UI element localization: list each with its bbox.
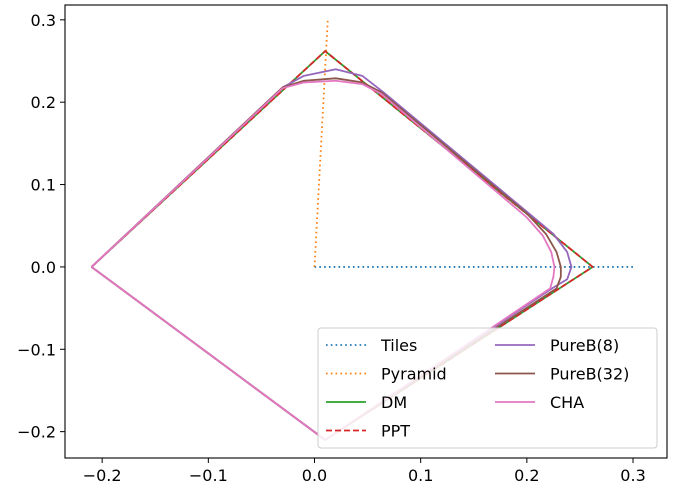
series-line-pureb8 [90, 68, 573, 441]
legend-label: DM [381, 393, 407, 412]
legend-label: Tiles [380, 336, 417, 355]
y-tick-label: −0.2 [17, 423, 56, 442]
x-tick-label: 0.3 [620, 466, 645, 485]
series-line-ppt [90, 50, 594, 441]
series-line-cha [90, 79, 556, 441]
legend-label: CHA [550, 393, 584, 412]
x-tick-label: −0.2 [83, 466, 122, 485]
series-line-pureb32 [90, 77, 562, 441]
y-tick-label: 0.3 [31, 11, 56, 30]
x-tick-label: 0.1 [408, 466, 433, 485]
y-tick-label: −0.1 [17, 340, 56, 359]
x-tick-label: 0.0 [302, 466, 327, 485]
y-tick-label: 0.0 [31, 258, 56, 277]
y-tick-label: 0.1 [31, 176, 56, 195]
y-axis: −0.2 −0.1 0.0 0.1 0.2 0.3 [17, 11, 65, 442]
y-tick-label: 0.2 [31, 93, 56, 112]
plot-frame [64, 4, 668, 459]
x-axis: −0.2 −0.1 0.0 0.1 0.2 0.3 [83, 458, 646, 485]
x-tick-label: 0.2 [514, 466, 539, 485]
legend-label: Pyramid [381, 365, 447, 384]
legend: Tiles Pyramid DM PPT PureB(8) PureB(32) CHA [317, 327, 658, 449]
legend-label: PPT [381, 422, 410, 441]
legend-frame [317, 327, 658, 449]
legend-label: PureB(8) [550, 336, 619, 355]
x-tick-label: −0.1 [189, 466, 228, 485]
series-layer [90, 19, 634, 441]
legend-label: PureB(32) [550, 365, 629, 384]
